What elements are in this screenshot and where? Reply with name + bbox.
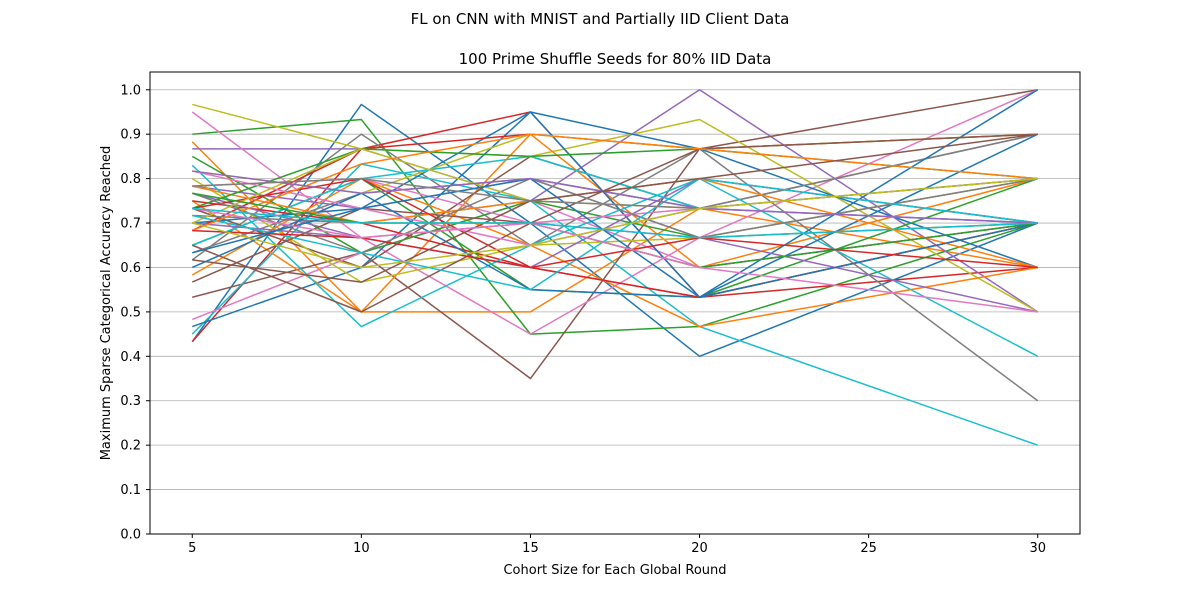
x-tick-label: 25 <box>860 541 877 556</box>
y-tick-label: 0.0 <box>120 528 141 543</box>
plot-frame <box>149 71 1081 535</box>
y-tick-label: 0.3 <box>120 394 141 409</box>
y-tick-label: 0.5 <box>120 305 141 320</box>
series-line <box>192 229 1038 269</box>
series-line <box>192 89 1038 380</box>
y-tick-label: 0.2 <box>120 439 141 454</box>
x-tick-label: 30 <box>1029 541 1046 556</box>
y-tick-label: 0.1 <box>120 483 141 498</box>
y-tick-label: 0.8 <box>120 172 141 187</box>
x-tick-label: 5 <box>188 541 196 556</box>
x-axis-label: Cohort Size for Each Global Round <box>503 563 726 578</box>
x-axis-ticks: 5 10 15 20 25 30 <box>188 534 1046 556</box>
figure-suptitle: FL on CNN with MNIST and Partially IID C… <box>411 10 790 28</box>
chart-title: 100 Prime Shuffle Seeds for 80% IID Data <box>459 50 772 68</box>
series-lines <box>191 89 1039 446</box>
y-tick-label: 0.6 <box>120 261 141 276</box>
series-line <box>192 207 1038 239</box>
x-tick-label: 20 <box>691 541 708 556</box>
y-tick-label: 0.7 <box>120 217 141 232</box>
y-axis-ticks: 0.0 0.1 0.2 0.3 0.4 0.5 0.6 0.7 0.8 0.9 1.0 <box>120 83 150 543</box>
y-tick-label: 1.0 <box>120 83 141 98</box>
x-tick-label: 15 <box>522 541 539 556</box>
series-line <box>192 177 1038 269</box>
series-line <box>192 177 1038 291</box>
y-tick-label: 0.4 <box>120 350 141 365</box>
y-tick-label: 0.9 <box>120 128 141 143</box>
x-tick-label: 10 <box>353 541 370 556</box>
y-axis-label: Maximum Sparse Categorical Accuracy Reac… <box>99 146 114 461</box>
series-line <box>192 170 1038 224</box>
